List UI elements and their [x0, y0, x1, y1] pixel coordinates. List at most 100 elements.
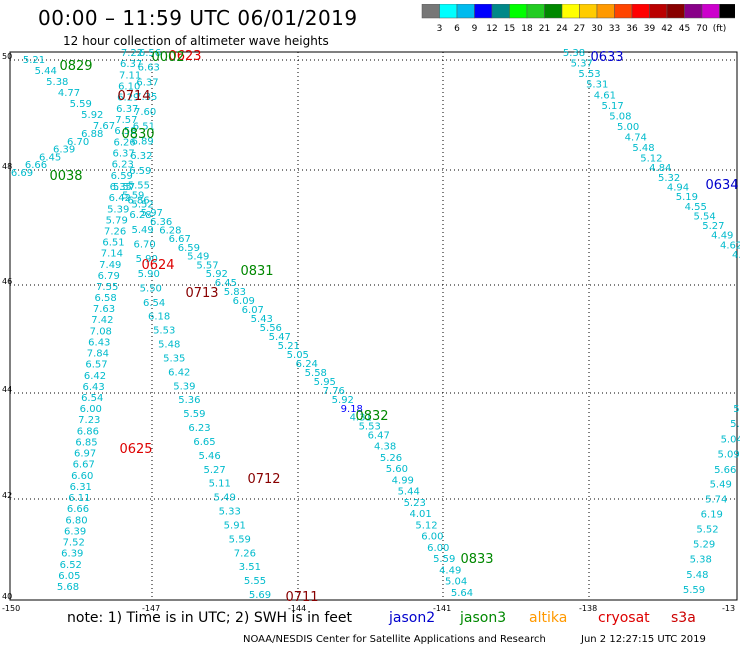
swh-value: 6.57 [85, 360, 107, 371]
satellite-jason3-label: jason3 [460, 610, 507, 626]
legend-label: 15 [504, 24, 515, 34]
legend-label: 9 [472, 24, 478, 34]
swh-value: 5.17 [601, 101, 623, 112]
swh-value: 5.53 [359, 422, 381, 433]
swh-value: 6.80 [65, 515, 87, 526]
swh-value: 5.48 [158, 340, 180, 351]
swh-value: 6.43 [82, 382, 104, 393]
swh-value: 5.59 [229, 534, 251, 545]
legend-label: 39 [644, 24, 656, 34]
swh-value: 6.63 [138, 63, 160, 74]
swh-value: 5.48 [632, 143, 654, 154]
swh-value: 6.67 [73, 460, 95, 471]
swh-value: 5.90 [136, 254, 158, 265]
swh-value: 5.27 [702, 221, 724, 232]
swh-value: 5.49 [187, 252, 209, 263]
swh-value: 6.86 [77, 426, 99, 437]
pass-time-label: 0624 [141, 258, 174, 273]
latitude-label: 40 [2, 592, 12, 601]
swh-value: 6.66 [25, 160, 47, 171]
map-title: 00:00 – 11:59 UTC 06/01/2019 [38, 6, 358, 30]
swh-value: 5.36 [178, 395, 200, 406]
swh-value: 5.92 [81, 110, 103, 121]
legend-label: 36 [626, 24, 638, 34]
swh-value: 5.31 [586, 80, 608, 91]
satellite-jason2-label: jason2 [389, 610, 436, 626]
swh-value: 7.26 [234, 548, 256, 559]
swh-value: 4.01 [409, 509, 431, 520]
swh-value: 7.49 [99, 260, 121, 271]
swh-value: 5.27 [203, 465, 225, 476]
legend-label: 21 [539, 24, 550, 34]
swh-value: 4.55 [685, 202, 707, 213]
swh-value: 6.59 [111, 171, 133, 182]
swh-value: 6.39 [64, 526, 86, 537]
swh-value: 6.37 [120, 59, 142, 70]
pass-time-label: 0625 [119, 442, 152, 457]
swh-value: 6.56 [139, 48, 161, 59]
legend-label: 3 [437, 24, 443, 34]
pass-time-label: 0712 [247, 472, 280, 487]
swh-value: 6.70 [67, 137, 89, 148]
swh-value: 6.18 [148, 312, 170, 323]
swh-value: 7.57 [115, 115, 137, 126]
legend-swatch [719, 4, 735, 19]
swh-value: 5.74 [705, 495, 727, 506]
map-frame [9, 51, 738, 601]
swh-value: 4.77 [58, 88, 80, 99]
pass-time-label: 0623 [168, 49, 201, 64]
swh-value: 6.58 [114, 126, 136, 137]
swh-value: 4.62 [720, 240, 740, 251]
swh-value: 5.32 [658, 173, 680, 184]
swh-value: 5. [733, 404, 740, 415]
swh-value: 6.37 [136, 78, 158, 89]
swh-value: 6.60 [71, 471, 93, 482]
swh-value: 5.37 [571, 59, 593, 70]
swh-value: 6.29 [117, 93, 139, 104]
latitude-label: 46 [2, 277, 12, 286]
generated-timestamp: Jun 2 12:27:15 UTC 2019 [581, 634, 706, 645]
swh-value: 5.59 [433, 554, 455, 565]
pass-time-label: 0713 [185, 286, 218, 301]
swh-value: 6.45 [39, 152, 61, 163]
swh-value: 6.45 [215, 278, 237, 289]
swh-value: 5.55 [128, 181, 150, 192]
pass-time-label: 0833 [460, 552, 493, 567]
swh-value: 6.42 [84, 371, 106, 382]
map-subtitle: 12 hour collection of altimeter wave hei… [63, 34, 329, 48]
swh-value: 4.61 [594, 90, 616, 101]
latitude-label: 50 [2, 52, 12, 61]
legend-label: 18 [521, 24, 533, 34]
swh-value: 5.68 [57, 582, 79, 593]
swh-value: 4.5 [732, 250, 740, 261]
swh-value: 3.51 [239, 562, 261, 573]
swh-value: 7.52 [63, 538, 85, 549]
legend-label: 70 [696, 24, 708, 34]
swh-value: 6.32 [130, 151, 152, 162]
swh-value: 6.36 [150, 217, 172, 228]
swh-value: 6.69 [11, 168, 33, 179]
swh-value: 4.38 [374, 442, 396, 453]
swh-value: 6.35 [110, 182, 132, 193]
swh-value: 6.05 [58, 571, 80, 582]
legend-label: (ft) [713, 24, 727, 34]
swh-color-legend: 3 6 9 12 15 18 21 24 27 30 33 36 39 42 45 70 (ft) [421, 4, 735, 34]
swh-value: 7.22 [121, 48, 143, 59]
swh-value: 6.19 [701, 509, 723, 520]
swh-value: 6.43 [88, 337, 110, 348]
swh-value: 5.92 [332, 395, 354, 406]
swh-value: 6.47 [368, 431, 390, 442]
longitude-label: -138 [579, 604, 597, 613]
swh-value: 5.56 [260, 323, 282, 334]
longitude-label: -13 [722, 604, 735, 613]
swh-value: 9.18 [341, 404, 363, 415]
swh-value: 5.43 [251, 314, 273, 325]
swh-value: 5.04 [445, 577, 467, 588]
swh-value: 6.11 [68, 493, 90, 504]
swh-value: 5.12 [415, 521, 437, 532]
satellite-cryosat-label: cryosat [598, 610, 650, 626]
swh-value: 7.26 [104, 227, 126, 238]
swh-value: 5.49 [710, 480, 732, 491]
swh-value: 5.38 [563, 48, 585, 59]
